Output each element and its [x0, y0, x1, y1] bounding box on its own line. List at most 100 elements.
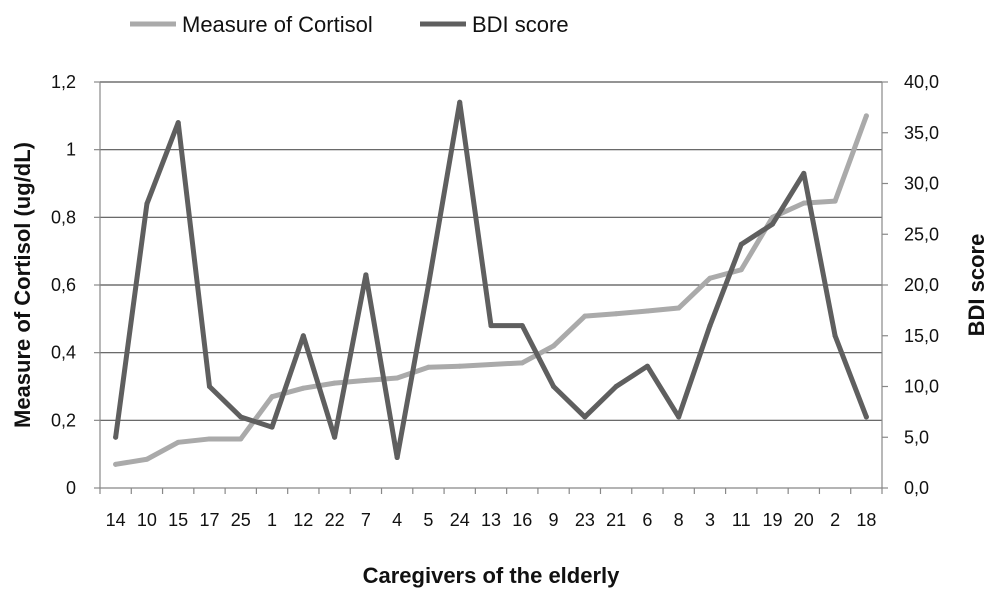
data-point-measure-of-cortisol: [363, 377, 369, 383]
data-point-bdi-score: [175, 120, 181, 126]
series-line-bdi-score: [113, 99, 869, 461]
data-point-measure-of-cortisol: [300, 385, 306, 391]
data-point-bdi-score: [300, 333, 306, 339]
data-point-bdi-score: [770, 221, 776, 227]
y-left-tick-label: 0: [66, 478, 76, 498]
data-point-measure-of-cortisol: [175, 439, 181, 445]
data-point-measure-of-cortisol: [269, 394, 275, 400]
x-tick-label: 17: [199, 510, 219, 530]
data-point-bdi-score: [488, 323, 494, 329]
x-tick-label: 7: [361, 510, 371, 530]
data-point-bdi-score: [832, 333, 838, 339]
data-point-bdi-score: [238, 414, 244, 420]
y-left-tick-label: 0,2: [51, 410, 76, 430]
y-right-tick-label: 0,0: [904, 478, 929, 498]
data-point-bdi-score: [613, 384, 619, 389]
data-point-measure-of-cortisol: [488, 362, 494, 368]
y-right-tick-label: 10,0: [904, 377, 939, 397]
data-point-bdi-score: [363, 272, 369, 278]
x-tick-label: 22: [325, 510, 345, 530]
y-right-tick-label: 20,0: [904, 275, 939, 295]
data-point-bdi-score: [394, 455, 400, 461]
x-tick-label: 20: [794, 510, 814, 530]
data-point-measure-of-cortisol: [738, 267, 744, 273]
y-right-tick-label: 15,0: [904, 326, 939, 346]
data-point-measure-of-cortisol: [113, 461, 119, 467]
data-point-measure-of-cortisol: [832, 198, 838, 204]
data-point-measure-of-cortisol: [863, 113, 869, 119]
data-point-bdi-score: [551, 384, 557, 389]
x-tick-label: 13: [481, 510, 501, 530]
series-layer: [113, 99, 869, 467]
data-point-measure-of-cortisol: [457, 363, 463, 369]
x-tick-label: 24: [450, 510, 470, 530]
y-left-tick-label: 0,8: [51, 207, 76, 227]
data-point-bdi-score: [644, 363, 650, 369]
data-point-bdi-score: [332, 434, 338, 440]
data-point-bdi-score: [144, 201, 150, 207]
data-point-measure-of-cortisol: [707, 275, 713, 281]
x-tick-label: 18: [856, 510, 876, 530]
y-left-tick-label: 0,4: [51, 343, 76, 363]
y-left-tick-label: 1: [66, 140, 76, 160]
x-tick-label: 10: [137, 510, 157, 530]
ticks-layer: 0 0,2 0,4 0,6 0,8 1 1,2 0,0 5,0 10,0 15,0 20,0 25,0 3…: [51, 72, 939, 530]
x-tick-label: 5: [423, 510, 433, 530]
data-point-bdi-score: [519, 323, 525, 329]
y-right-tick-label: 35,0: [904, 123, 939, 143]
x-tick-label: 16: [512, 510, 532, 530]
x-tick-label: 9: [549, 510, 559, 530]
x-tick-label: 14: [106, 510, 126, 530]
data-point-bdi-score: [676, 414, 682, 420]
x-tick-label: 4: [392, 510, 402, 530]
data-point-bdi-score: [206, 384, 212, 389]
data-point-measure-of-cortisol: [519, 360, 525, 366]
legend: Measure of Cortisol BDI score: [130, 12, 569, 37]
data-point-bdi-score: [269, 424, 275, 430]
x-tick-label: 19: [763, 510, 783, 530]
legend-label-measure-of-cortisol: Measure of Cortisol: [182, 12, 373, 37]
data-point-bdi-score: [425, 282, 431, 288]
data-point-measure-of-cortisol: [144, 456, 150, 462]
data-point-bdi-score: [707, 323, 713, 329]
data-point-measure-of-cortisol: [238, 436, 244, 442]
x-tick-label: 2: [830, 510, 840, 530]
data-point-bdi-score: [113, 434, 119, 440]
x-tick-label: 12: [293, 510, 313, 530]
x-tick-label: 6: [642, 510, 652, 530]
y-right-tick-label: 25,0: [904, 224, 939, 244]
y-right-tick-label: 30,0: [904, 174, 939, 194]
data-point-measure-of-cortisol: [613, 311, 619, 317]
series-line-measure-of-cortisol: [113, 113, 869, 467]
data-point-measure-of-cortisol: [332, 380, 338, 386]
x-tick-label: 1: [267, 510, 277, 530]
data-point-measure-of-cortisol: [582, 313, 588, 319]
data-point-bdi-score: [457, 99, 463, 105]
x-tick-label: 21: [606, 510, 626, 530]
y-axis-right-title: BDI score: [964, 234, 989, 337]
y-axis-left-title: Measure of Cortisol (ug/dL): [10, 142, 35, 428]
x-tick-label: 3: [705, 510, 715, 530]
x-tick-label: 11: [732, 510, 751, 530]
data-point-measure-of-cortisol: [425, 364, 431, 370]
x-tick-label: 25: [231, 510, 251, 530]
data-point-bdi-score: [582, 414, 588, 420]
grid-layer: [100, 81, 882, 421]
y-right-tick-label: 5,0: [904, 427, 929, 447]
data-point-measure-of-cortisol: [801, 200, 807, 206]
y-left-tick-label: 1,2: [51, 72, 76, 92]
x-tick-label: 23: [575, 510, 595, 530]
data-point-bdi-score: [738, 241, 744, 247]
data-point-bdi-score: [863, 414, 869, 420]
y-left-tick-label: 0,6: [51, 275, 76, 295]
data-point-measure-of-cortisol: [676, 305, 682, 311]
x-tick-label: 15: [168, 510, 188, 530]
data-point-measure-of-cortisol: [551, 343, 557, 349]
data-point-measure-of-cortisol: [394, 375, 400, 381]
data-point-bdi-score: [801, 170, 807, 176]
y-right-tick-label: 40,0: [904, 72, 939, 92]
data-point-measure-of-cortisol: [206, 436, 212, 442]
legend-label-bdi-score: BDI score: [472, 12, 569, 37]
